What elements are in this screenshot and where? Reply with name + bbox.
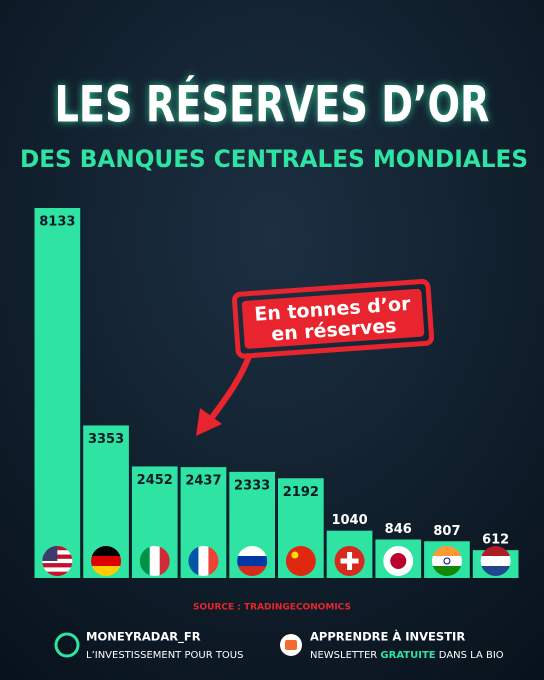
flag-clip: [42, 546, 73, 576]
data-label: 807: [433, 524, 460, 539]
flag-part: [91, 556, 122, 566]
flag: [42, 546, 73, 576]
annotation-box: [241, 288, 425, 349]
flag-part: [149, 546, 160, 576]
footer-highlight: GRATUITE: [380, 650, 435, 661]
flag-clip: [383, 546, 414, 576]
flag-part: [480, 546, 511, 556]
flag-part: [480, 566, 511, 576]
flag-part: [237, 566, 268, 576]
bar: [34, 208, 81, 578]
data-label: 2452: [137, 473, 173, 488]
flag: [334, 546, 365, 576]
flag-part: [42, 563, 73, 568]
footer-right-subtitle: NEWSLETTER GRATUITE DANS LA BIO: [310, 650, 504, 661]
footer-right-title: APPRENDRE À INVESTIR: [310, 629, 465, 644]
flag: [383, 546, 414, 576]
flag: [480, 546, 511, 576]
flag-part: [431, 546, 462, 556]
data-label: 2437: [185, 474, 221, 489]
chart-title: LES RÉSERVES D’OR: [55, 75, 490, 134]
flag-clip: [139, 546, 170, 576]
flag-part: [340, 558, 359, 564]
flag-part: [480, 556, 511, 566]
logo-right-mark: [285, 640, 297, 650]
data-label: 1040: [331, 513, 367, 528]
flag-part: [159, 546, 170, 576]
flag-part: [91, 566, 122, 576]
flag-part: [431, 556, 462, 566]
footer-left-subtitle: L’INVESTISSEMENT POUR TOUS: [86, 650, 243, 661]
flag-part: [443, 557, 451, 565]
flag-part: [291, 551, 299, 559]
flag: [91, 546, 122, 576]
flag-part: [237, 546, 268, 556]
flag: [237, 546, 268, 576]
data-label: 8133: [39, 215, 75, 230]
flag-clip: [237, 546, 268, 576]
annotation-arrow: [207, 352, 253, 422]
logo-left: [54, 632, 80, 658]
flag-part: [237, 556, 268, 566]
flag-clip: [188, 546, 219, 576]
flag-part: [42, 567, 73, 572]
data-label: 2333: [234, 478, 270, 493]
flag: [188, 546, 219, 576]
flag-part: [285, 546, 316, 576]
flag-clip: [285, 546, 316, 576]
flag: [285, 546, 316, 576]
flag: [139, 546, 170, 576]
data-label: 846: [385, 522, 412, 537]
flag-part: [139, 546, 150, 576]
flag-part: [431, 566, 462, 576]
plot-area: 8133 3353 2452 2437 2333 2192 1040 846 807 612: [34, 208, 519, 578]
flag-part: [91, 546, 122, 556]
flag: [431, 546, 462, 576]
footer-text: NEWSLETTER: [310, 650, 377, 661]
annotation-arrowhead: [196, 408, 222, 436]
flag-part: [390, 553, 407, 569]
data-label: 2192: [283, 485, 319, 500]
flag-part: [42, 571, 73, 576]
flag-clip: [91, 546, 122, 576]
flag-clip: [334, 546, 365, 576]
footer-text: DANS LA BIO: [439, 650, 504, 661]
flag-part: [198, 546, 209, 576]
annotation-frame: [232, 279, 435, 359]
chart-subtitle: DES BANQUES CENTRALES MONDIALES: [20, 145, 528, 173]
footer-left-title: MONEYRADAR_FR: [86, 630, 201, 645]
data-label: 3353: [88, 432, 124, 447]
flag-part: [208, 546, 219, 576]
flag-clip: [480, 546, 511, 576]
source: SOURCE : TRADINGECONOMICS: [193, 603, 351, 613]
flag-clip: [431, 546, 462, 576]
flag-part: [188, 546, 199, 576]
data-label: 612: [482, 533, 509, 548]
